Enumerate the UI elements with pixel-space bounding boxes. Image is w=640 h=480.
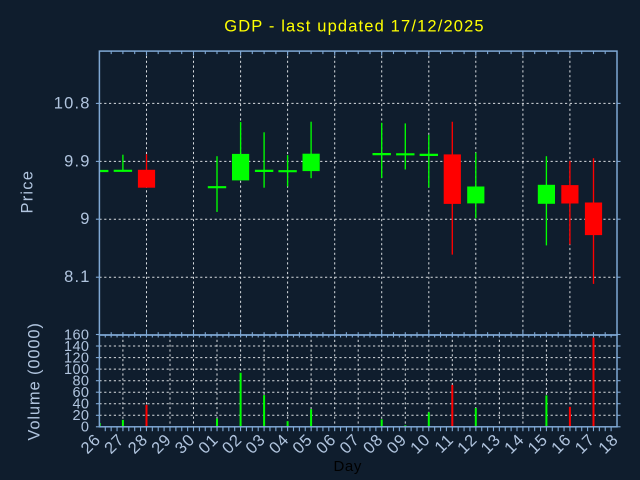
- svg-text:8.1: 8.1: [64, 268, 91, 286]
- svg-text:0: 0: [81, 420, 89, 436]
- svg-text:Volume (0000): Volume (0000): [26, 322, 44, 440]
- svg-text:80: 80: [72, 374, 89, 390]
- svg-text:100: 100: [64, 362, 89, 378]
- svg-text:140: 140: [64, 339, 89, 355]
- svg-text:9: 9: [80, 210, 90, 228]
- svg-text:60: 60: [72, 385, 89, 401]
- svg-text:120: 120: [64, 351, 89, 367]
- svg-text:GDP - last updated 17/12/2025: GDP - last updated 17/12/2025: [224, 18, 485, 36]
- svg-text:40: 40: [72, 397, 89, 413]
- svg-text:160: 160: [64, 327, 89, 343]
- svg-text:9.9: 9.9: [64, 152, 91, 170]
- svg-text:10.8: 10.8: [54, 94, 91, 112]
- svg-text:Price: Price: [19, 170, 37, 214]
- svg-text:20: 20: [72, 408, 89, 424]
- svg-text:Day: Day: [334, 458, 362, 475]
